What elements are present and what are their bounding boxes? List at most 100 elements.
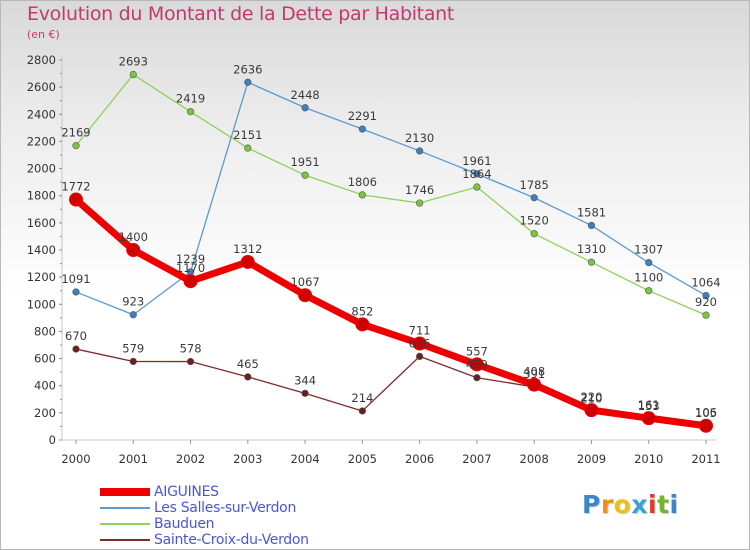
data-label: 1239 bbox=[176, 252, 205, 266]
legend-swatch bbox=[100, 488, 150, 496]
x-tick-label: 2002 bbox=[176, 452, 205, 466]
y-tick-label: 1600 bbox=[27, 216, 56, 230]
data-point bbox=[530, 194, 538, 202]
data-point bbox=[244, 373, 252, 381]
x-tick-label: 2008 bbox=[520, 452, 549, 466]
y-tick-label: 600 bbox=[34, 352, 56, 366]
y-tick-label: 1200 bbox=[27, 270, 56, 284]
logo-letter: i bbox=[648, 490, 658, 519]
data-label: 161 bbox=[638, 398, 660, 412]
data-label: 210 bbox=[580, 392, 602, 406]
y-tick-label: 2200 bbox=[27, 134, 56, 148]
y-tick-label: 2600 bbox=[27, 80, 56, 94]
logo-letter: o bbox=[613, 490, 632, 519]
data-point bbox=[473, 374, 481, 382]
data-label: 711 bbox=[409, 324, 431, 338]
y-tick-label: 1400 bbox=[27, 243, 56, 257]
data-point bbox=[358, 125, 366, 133]
data-point bbox=[416, 147, 424, 155]
data-label: 1951 bbox=[290, 155, 319, 169]
data-label: 578 bbox=[180, 342, 202, 356]
legend-swatch bbox=[100, 523, 150, 525]
data-label: 1100 bbox=[634, 271, 663, 285]
data-point bbox=[358, 191, 366, 199]
legend-swatch bbox=[100, 507, 150, 509]
data-label: 616 bbox=[409, 336, 431, 350]
series-line-0 bbox=[72, 196, 710, 430]
data-label: 1312 bbox=[233, 242, 262, 256]
y-tick-label: 1000 bbox=[27, 297, 56, 311]
data-label: 153 bbox=[638, 399, 660, 413]
data-label: 1067 bbox=[290, 275, 319, 289]
data-point bbox=[129, 357, 137, 366]
x-tick-label: 2010 bbox=[634, 452, 663, 466]
data-label: 2291 bbox=[348, 109, 377, 123]
data-label: 2419 bbox=[176, 92, 205, 106]
legend-swatch bbox=[100, 539, 150, 541]
data-label: 1746 bbox=[405, 183, 434, 197]
data-point bbox=[473, 183, 481, 191]
data-point bbox=[126, 243, 141, 257]
chart-subtitle: (en €) bbox=[27, 28, 60, 41]
data-label: 1310 bbox=[577, 242, 606, 256]
data-label: 391 bbox=[523, 367, 545, 381]
data-label: 459 bbox=[466, 358, 488, 372]
data-point bbox=[587, 221, 596, 230]
data-point bbox=[645, 287, 653, 295]
data-point bbox=[358, 407, 366, 415]
data-label: 2693 bbox=[119, 55, 148, 69]
data-point bbox=[416, 352, 424, 361]
data-point bbox=[412, 336, 427, 351]
data-label: 923 bbox=[122, 295, 144, 309]
data-label: 2636 bbox=[233, 62, 262, 76]
data-label: 557 bbox=[466, 344, 488, 358]
data-point bbox=[587, 258, 596, 266]
data-label: 1520 bbox=[520, 214, 549, 228]
data-label: 214 bbox=[351, 391, 373, 405]
data-label: 1064 bbox=[691, 276, 720, 290]
data-point bbox=[527, 377, 542, 392]
series-line-2 bbox=[75, 73, 707, 316]
logo-letter: x bbox=[631, 490, 648, 519]
y-tick-label: 2400 bbox=[27, 107, 56, 121]
data-point bbox=[244, 144, 252, 152]
x-tick-label: 2011 bbox=[691, 452, 720, 466]
logo-letter: i bbox=[669, 490, 679, 519]
legend-label: Les Salles-sur-Verdon bbox=[154, 500, 297, 516]
legend-label: Bauduen bbox=[154, 516, 215, 532]
x-tick-label: 2007 bbox=[462, 452, 491, 466]
data-point bbox=[699, 418, 713, 433]
data-point bbox=[186, 357, 195, 366]
data-label: 2151 bbox=[233, 128, 262, 142]
data-point bbox=[72, 288, 80, 296]
logo-letter: t bbox=[657, 490, 670, 519]
data-label: 1307 bbox=[634, 243, 663, 257]
logo-letter: r bbox=[600, 490, 614, 519]
logo-letter: P bbox=[582, 490, 601, 519]
data-point bbox=[69, 192, 83, 207]
data-point bbox=[702, 292, 710, 300]
data-point bbox=[298, 288, 313, 303]
y-tick-label: 2000 bbox=[27, 162, 56, 176]
y-tick-label: 2800 bbox=[27, 53, 56, 67]
data-label: 2169 bbox=[61, 126, 90, 140]
data-point bbox=[473, 170, 481, 178]
x-tick-label: 2004 bbox=[290, 452, 319, 466]
data-label: 1400 bbox=[119, 230, 148, 244]
data-label: 670 bbox=[65, 329, 87, 343]
data-label: 1170 bbox=[176, 261, 205, 275]
data-point bbox=[244, 78, 252, 86]
proxiti-logo: Proxiti bbox=[582, 490, 679, 519]
data-label: 579 bbox=[122, 341, 144, 355]
data-point bbox=[584, 403, 599, 418]
y-tick-label: 1800 bbox=[27, 189, 56, 203]
data-label: 220 bbox=[580, 390, 602, 404]
data-label: 1581 bbox=[577, 205, 606, 219]
data-point bbox=[301, 171, 309, 179]
data-label: 2130 bbox=[405, 131, 434, 145]
data-point bbox=[129, 311, 137, 319]
data-label: 2448 bbox=[290, 88, 319, 102]
data-point bbox=[416, 199, 424, 207]
data-point bbox=[183, 274, 198, 289]
x-tick-label: 2006 bbox=[405, 452, 434, 466]
